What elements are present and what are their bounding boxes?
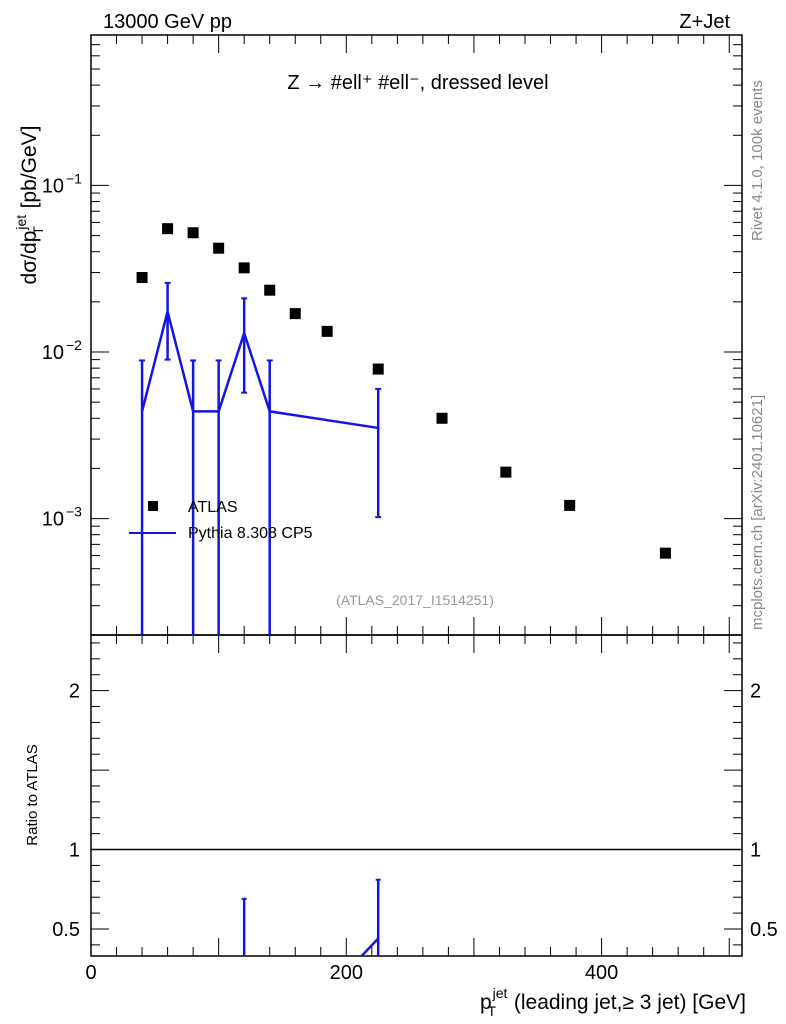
main-axis-ticks xyxy=(90,34,742,636)
main-series-layer xyxy=(136,223,671,635)
atlas-data-point xyxy=(238,262,250,274)
collision-energy-label: 13000 GeV pp xyxy=(103,11,232,33)
main-ytick-exponent: −2 xyxy=(66,337,82,353)
process-group-label: Z+Jet xyxy=(679,11,730,33)
atlas-data-point xyxy=(500,466,512,478)
atlas-data-point xyxy=(136,272,148,284)
main-ytick-labels: 10−110−210−3 xyxy=(42,170,82,530)
atlas-data-point xyxy=(436,412,448,424)
main-frame xyxy=(90,34,743,636)
process-label: Z → #ell⁺ #ell⁻, dressed level xyxy=(287,72,548,94)
atlas-data-point xyxy=(321,325,333,337)
ratio-ytick-label-right: 2 xyxy=(750,681,761,703)
legend-atlas-label: ATLAS xyxy=(188,499,238,516)
legend-pythia-label: Pythia 8.308 CP5 xyxy=(188,525,313,542)
xtick-label: 0 xyxy=(85,962,96,984)
xtick-labels: 0 200 400 xyxy=(85,962,618,984)
ratio-ytick-label-left: 2 xyxy=(69,681,80,703)
ratio-ytick-label-left: 0.5 xyxy=(52,919,80,941)
rivet-version-label: Rivet 4.1.0, 100k events xyxy=(749,80,766,241)
main-ylabel: dσ/dpjetT [pb/GeV] xyxy=(13,126,46,285)
atlas-data-point xyxy=(187,227,199,239)
main-ytick-label: 10 xyxy=(42,342,64,364)
mcplots-source-label: mcplots.cern.ch [arXiv:2401.10621] xyxy=(749,395,766,630)
main-ytick-label: 10 xyxy=(42,175,64,197)
svg-text:dσ/dpjetT [pb/GeV]: dσ/dpjetT [pb/GeV] xyxy=(13,126,46,285)
ratio-ytick-label-right: 0.5 xyxy=(750,919,778,941)
atlas-data-point xyxy=(289,308,301,320)
main-ytick-exponent: −3 xyxy=(66,504,82,520)
ratio-ytick-label-left: 1 xyxy=(69,840,80,862)
svg-text:pjetT (leading jet,≥ 3 jet) [G: pjet T (leading jet,≥ 3 jet) [GeV] xyxy=(480,985,746,1019)
ratio-series-layer xyxy=(241,878,381,956)
xtick-label: 200 xyxy=(330,962,363,984)
legend-atlas-marker xyxy=(148,501,158,511)
atlas-data-point xyxy=(659,547,671,559)
ratio-ylabel: Ratio to ATLAS xyxy=(24,744,41,845)
ratio-ytick-label-right: 1 xyxy=(750,840,761,862)
ratio-line xyxy=(360,937,380,956)
analysis-id-label: (ATLAS_2017_I1514251) xyxy=(336,592,494,608)
atlas-data-point xyxy=(213,242,225,254)
main-ytick-exponent: −1 xyxy=(66,170,82,186)
atlas-data-point xyxy=(372,363,384,375)
ratio-ytick-labels: 0.5 0.5 1 1 2 2 xyxy=(52,681,778,941)
atlas-data-point xyxy=(162,223,174,235)
pythia-line xyxy=(140,311,379,430)
ratio-axis-ticks xyxy=(90,635,742,956)
atlas-data-point xyxy=(264,284,276,296)
legend: ATLAS Pythia 8.308 CP5 xyxy=(129,499,313,542)
xlabel: pjet T (leading jet,≥ 3 jet) [GeV] xyxy=(480,985,746,1019)
xtick-label: 400 xyxy=(585,962,618,984)
ratio-frame xyxy=(90,634,743,957)
atlas-data-point xyxy=(564,499,576,511)
main-ytick-label: 10 xyxy=(42,509,64,531)
